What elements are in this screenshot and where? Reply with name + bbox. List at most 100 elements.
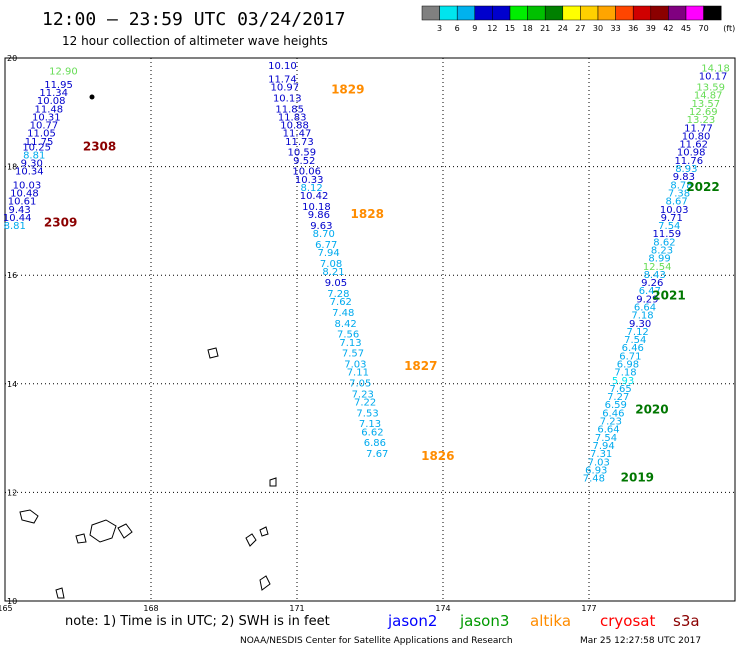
wave-height-value: 7.48 (583, 474, 605, 485)
wave-height-value: 7.57 (342, 349, 364, 360)
color-swatch (562, 5, 581, 21)
island-shape (75, 533, 87, 544)
wave-height-value: 13.57 (691, 99, 720, 110)
wave-height-value: 8.81 (4, 221, 26, 232)
wave-height-value: 7.54 (595, 433, 617, 444)
credit-text: NOAA/NESDIS Center for Satellite Applica… (240, 636, 513, 646)
wave-height-value: 7.27 (607, 392, 629, 403)
color-swatch (685, 5, 704, 21)
pass-label: 2308 (83, 139, 116, 153)
color-scale-label: 27 (575, 24, 585, 33)
color-scale-label: 33 (611, 24, 621, 33)
wave-height-value: 10.48 (10, 188, 39, 199)
y-tick-label: 20 (7, 54, 17, 63)
satellite-legend: jason2 jason3 altika cryosat s3a (387, 612, 700, 630)
wave-height-value: 10.03 (660, 205, 689, 216)
color-swatch (421, 5, 440, 21)
wave-height-value: 7.56 (337, 330, 359, 341)
wave-height-value: 9.43 (8, 205, 30, 216)
wave-height-value: 8.99 (648, 254, 670, 265)
wave-height-value: 11.77 (684, 123, 713, 134)
pass-label: 2020 (635, 403, 668, 417)
pass-label: 1828 (351, 207, 384, 221)
wave-height-value: 12.54 (643, 262, 672, 273)
y-tick-label: 10 (7, 597, 17, 606)
wave-height-value: 10.31 (32, 112, 61, 123)
color-scale-label: 39 (646, 24, 656, 33)
wave-height-value: 13.59 (696, 83, 725, 94)
wave-height-value: 7.48 (332, 308, 354, 319)
wave-height-value: 7.12 (627, 327, 649, 338)
wave-height-value: 7.08 (320, 259, 342, 270)
island-outlines (19, 94, 277, 599)
wave-height-value: 8.42 (335, 319, 357, 330)
wave-height-value: 7.13 (339, 338, 361, 349)
wave-height-value: 10.59 (288, 148, 317, 159)
color-scale-legend: 3 6 9 12 15 18 21 24 27 30 33 36 39 42 45 70 (ft) (421, 5, 735, 33)
wave-height-value: 7.03 (588, 457, 610, 468)
wave-height-value: 11.05 (27, 129, 56, 140)
wave-height-value: 8.23 (651, 245, 673, 256)
x-tick-label: 174 (435, 604, 450, 613)
wave-height-value: 10.08 (37, 96, 66, 107)
satellite-name: jason2 (387, 612, 437, 630)
wave-height-value: 10.80 (682, 131, 711, 142)
wave-height-value: 8.21 (322, 267, 344, 278)
x-tick-label: 165 (0, 604, 13, 613)
wave-height-value: 8.81 (23, 150, 45, 161)
x-tick-label: 171 (289, 604, 304, 613)
island-shape (117, 523, 133, 539)
island-shape (19, 509, 39, 524)
wave-height-value: 7.23 (600, 417, 622, 428)
island-shape (259, 526, 269, 537)
wave-height-value: 9.63 (310, 221, 332, 232)
wave-height-value: 8.70 (313, 229, 335, 240)
pass-label: 2309 (44, 215, 77, 229)
wave-height-value: 8.12 (300, 183, 322, 194)
wave-height-value: 6.98 (617, 360, 639, 371)
wave-height-value: 9.71 (661, 213, 683, 224)
wave-height-values: 12.90 11.9511.3410.0811.4810.3110.7711.05… (3, 61, 730, 485)
wave-height-value: 6.47 (639, 286, 661, 297)
wave-height-value: 9.30 (21, 159, 43, 170)
color-scale-label: 36 (628, 24, 638, 33)
wave-height-value: 8.78 (670, 180, 692, 191)
wave-height-value: 7.31 (590, 449, 612, 460)
wave-height-value: 9.30 (629, 319, 651, 330)
color-scale-label: 45 (681, 24, 691, 33)
wave-height-value: 11.73 (285, 137, 314, 148)
island-shape (89, 519, 117, 543)
island-shape (259, 575, 271, 591)
wave-height-value: 7.05 (349, 379, 371, 390)
island-shape (269, 477, 277, 487)
color-scale-label: 15 (505, 24, 515, 33)
axis-tick-labels: 165 168 171 174 177 10 12 14 16 18 20 (0, 54, 597, 613)
wave-height-value: 11.47 (283, 129, 312, 140)
color-swatch (597, 5, 616, 21)
wave-height-value: 10.17 (699, 72, 728, 83)
y-tick-label: 12 (7, 488, 17, 497)
color-swatch (492, 5, 511, 21)
pass-label: 2019 (621, 471, 654, 485)
color-swatch (668, 5, 687, 21)
wave-height-value: 6.64 (634, 302, 656, 313)
island-shape (55, 587, 65, 599)
color-swatch (456, 5, 476, 21)
wave-height-value: 7.22 (354, 398, 376, 409)
wave-height-value: 10.25 (22, 142, 51, 153)
wave-height-value: 6.93 (585, 465, 607, 476)
wave-height-value: 11.34 (39, 88, 68, 99)
wave-height-value: 9.29 (636, 294, 658, 305)
x-tick-label: 177 (581, 604, 596, 613)
wave-height-value: 8.62 (653, 237, 675, 248)
wave-height-value: 11.75 (25, 137, 54, 148)
wave-height-value: 6.64 (597, 425, 619, 436)
wave-height-value: 7.62 (330, 297, 352, 308)
pass-label: 1827 (404, 359, 437, 373)
pass-label: 1826 (421, 449, 454, 463)
wave-height-value: 7.03 (344, 360, 366, 371)
wave-height-value: 10.88 (280, 121, 309, 132)
color-swatch (703, 5, 722, 21)
color-scale-label: 18 (523, 24, 533, 33)
